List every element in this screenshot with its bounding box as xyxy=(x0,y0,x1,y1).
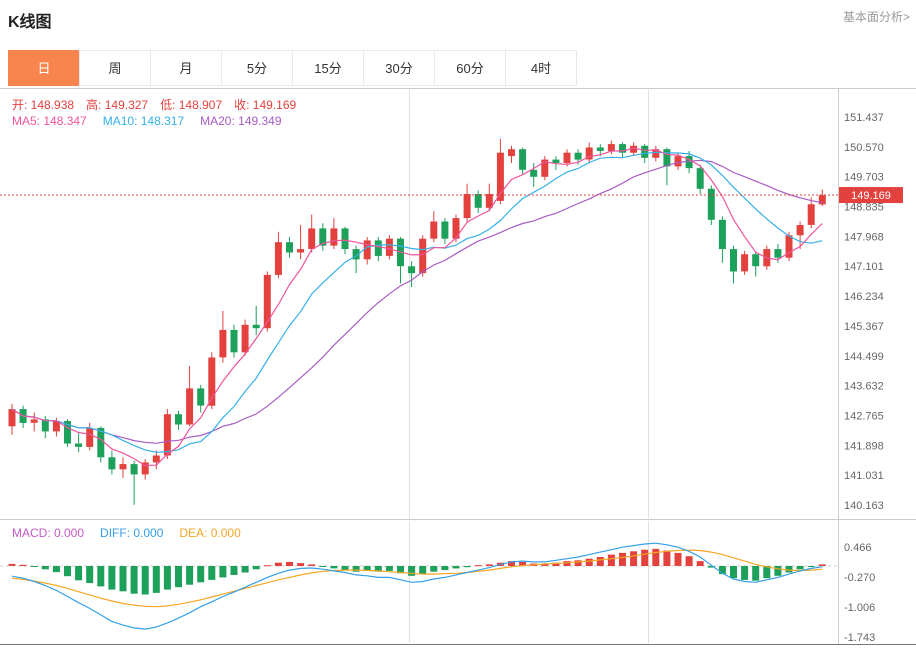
price-axis-tick: 140.163 xyxy=(844,500,884,512)
diff-line xyxy=(11,542,823,630)
period-tab-1[interactable]: 周 xyxy=(79,50,151,86)
period-tab-3[interactable]: 5分 xyxy=(221,50,293,86)
macd-axis-tick: 0.466 xyxy=(844,542,872,554)
kline-chart[interactable]: 151.437 150.570 149.703 148.835 147.968 147.1… xyxy=(0,88,916,648)
macd-axis-tick: -0.270 xyxy=(844,572,875,584)
price-axis-tick: 151.437 xyxy=(844,112,884,124)
period-tab-2[interactable]: 月 xyxy=(150,50,222,86)
price-axis-tick: 144.499 xyxy=(844,351,884,363)
price-axis-tick: 146.234 xyxy=(844,291,884,303)
price-axis-tick: 142.765 xyxy=(844,410,884,422)
page-title: K线图 xyxy=(8,14,52,31)
current-price-tag-text: 149.169 xyxy=(851,190,891,202)
price-axis-tick: 147.101 xyxy=(844,261,884,273)
price-axis-tick: 143.632 xyxy=(844,381,884,393)
period-tab-6[interactable]: 60分 xyxy=(434,50,506,86)
period-tab-7[interactable]: 4时 xyxy=(505,50,577,86)
price-axis-tick: 141.898 xyxy=(844,440,884,452)
fundamental-analysis-link[interactable]: 基本面分析> xyxy=(842,10,910,24)
price-axis-tick: 150.570 xyxy=(844,142,884,154)
macd-axis-tick: -1.006 xyxy=(844,602,875,614)
period-tab-4[interactable]: 15分 xyxy=(292,50,364,86)
candles-layer xyxy=(8,138,826,505)
period-tab-0[interactable]: 日 xyxy=(8,50,80,86)
price-axis-tick: 141.031 xyxy=(844,470,884,482)
period-tabs: 日周月 5分 15分 30分 60分 4时 xyxy=(8,50,577,86)
price-axis-tick: 149.703 xyxy=(844,172,884,184)
ma5-line xyxy=(11,147,823,467)
price-axis-tick: 145.367 xyxy=(844,321,884,333)
current-price-tag xyxy=(839,187,903,204)
macd-layer xyxy=(8,542,826,630)
ma20-line xyxy=(11,159,823,444)
macd-axis-tick: -1.743 xyxy=(844,632,875,644)
price-axis-tick: 148.835 xyxy=(844,202,884,214)
ma10-line xyxy=(11,151,823,453)
period-tab-5[interactable]: 30分 xyxy=(363,50,435,86)
price-axis-tick: 147.968 xyxy=(844,231,884,243)
